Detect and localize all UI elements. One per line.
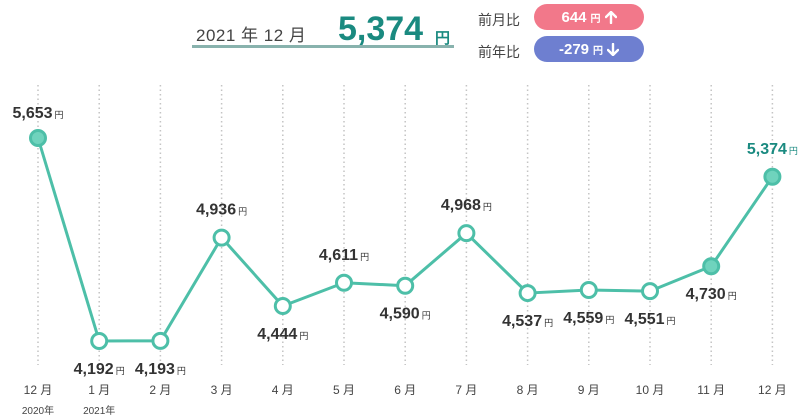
mom-label: 前月比 [478, 12, 520, 28]
month-over-month: 前月比 644 円 [478, 4, 648, 30]
x-tick-label: 11 月 [697, 383, 725, 397]
arrow-up-icon [604, 10, 617, 24]
data-point [457, 224, 476, 243]
period-header: 2021 年 12 月 5,374 円 [192, 8, 454, 48]
mom-badge: 644 円 [534, 4, 644, 30]
x-tick-label: 10 月 [636, 383, 665, 397]
data-point [273, 296, 292, 315]
period-underline [192, 45, 454, 48]
data-point [763, 167, 782, 186]
data-point [396, 276, 415, 295]
x-tick-label: 8 月 [517, 383, 539, 397]
mom-value: 644 [561, 8, 587, 26]
data-point [335, 273, 353, 292]
data-point [518, 284, 537, 303]
x-tick-label: 3 月 [211, 383, 233, 397]
yoy-badge: -279 円 [534, 36, 644, 62]
period-label: 2021 年 12 月 [196, 26, 307, 45]
yoy-label: 前年比 [478, 44, 520, 60]
x-tick-year: 2020年 [22, 404, 54, 417]
value-label: 4,559 円 [563, 310, 614, 327]
yoy-value: -279 [558, 40, 590, 58]
x-tick-label: 6 月 [394, 383, 416, 397]
x-tick-label: 12 月 [24, 383, 53, 397]
arrow-down-icon [607, 42, 620, 56]
value-label: 4,444 円 [257, 326, 308, 343]
current-value: 5,374 [338, 10, 424, 48]
value-label: 4,968 円 [441, 197, 492, 214]
value-label: 4,936 円 [196, 202, 247, 219]
value-label: 4,590 円 [380, 306, 431, 323]
value-label: 4,192 円 [74, 361, 125, 378]
data-point [641, 282, 659, 301]
data-point [702, 257, 721, 276]
x-tick-label: 1 月 [88, 383, 110, 397]
x-tick-label: 4 月 [272, 383, 294, 397]
value-label: 4,537 円 [502, 313, 553, 330]
data-point [90, 332, 109, 350]
x-tick-label: 9 月 [578, 383, 600, 397]
value-label: 4,551 円 [624, 311, 675, 328]
x-tick-year: 2021年 [83, 404, 115, 417]
x-tick-label: 2 月 [149, 383, 171, 397]
mom-unit: 円 [590, 13, 601, 25]
data-point [29, 129, 47, 147]
yoy-unit: 円 [593, 45, 604, 57]
x-tick-label: 12 月 [758, 383, 787, 397]
x-tick-label: 5 月 [333, 383, 355, 397]
data-point [151, 331, 170, 350]
data-point [579, 281, 598, 300]
value-label: 4,611 円 [319, 247, 369, 264]
value-label: 4,730 円 [686, 286, 737, 303]
value-label: 5,653 円 [12, 105, 63, 122]
x-tick-label: 7 月 [455, 383, 477, 397]
value-label: 4,193 円 [135, 361, 186, 378]
data-point [212, 228, 231, 247]
value-label: 5,374 円 [747, 141, 798, 158]
current-unit: 円 [435, 30, 451, 47]
year-over-year: 前年比 -279 円 [478, 36, 648, 62]
